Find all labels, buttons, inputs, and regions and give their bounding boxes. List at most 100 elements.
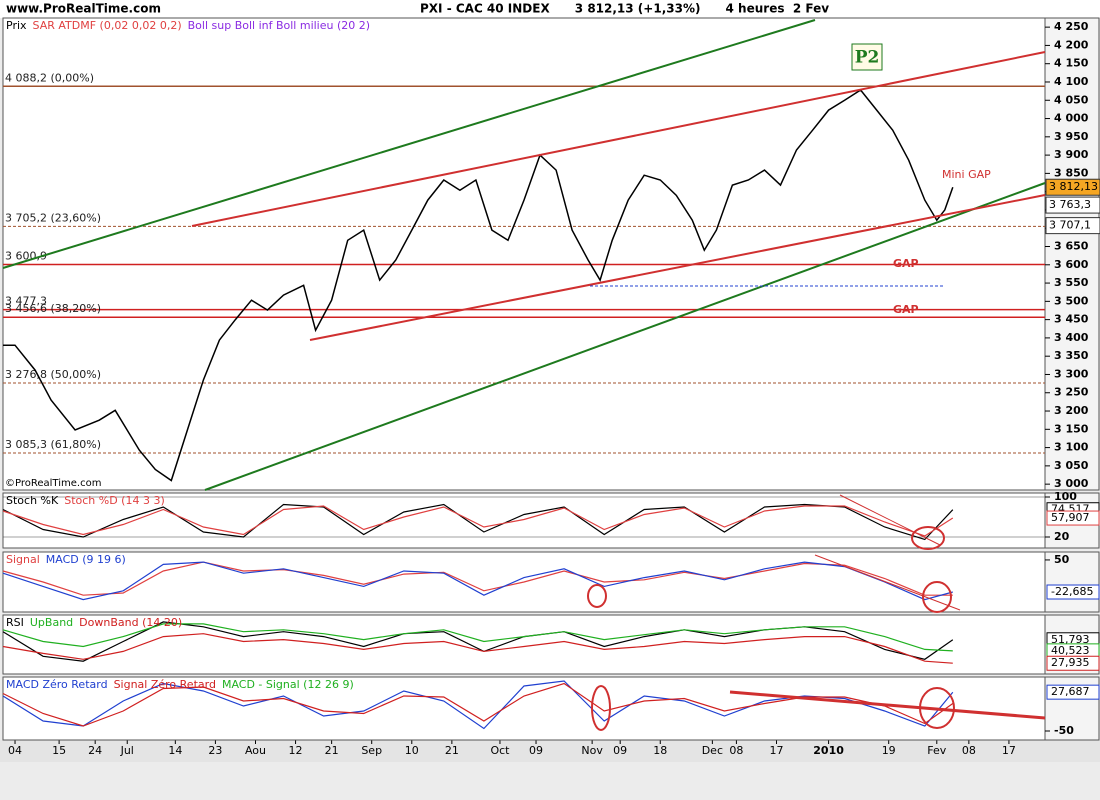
x-tick-label: 21 (325, 744, 339, 757)
trend-line (839, 494, 941, 546)
value-label: 40,523 (1051, 644, 1090, 657)
circle-mark (587, 584, 607, 608)
annotation-box (851, 43, 883, 71)
x-tick-label: 21 (445, 744, 459, 757)
x-tick-label: Nov (581, 744, 603, 757)
y-tick-label: 3 950 (1054, 130, 1089, 143)
header-bar (0, 0, 1100, 18)
price-label: 3 763,3 (1049, 198, 1091, 211)
y-tick-label: 4 100 (1054, 75, 1089, 88)
chart-title: PXI - CAC 40 INDEX 3 812,13 (+1,33%) 4 h… (420, 2, 829, 16)
legend-entry: SAR ATDMF (0,02 0,02 0,2) (33, 19, 182, 32)
y-tick-label: 4 000 (1054, 112, 1089, 125)
axis-area (1044, 17, 1100, 491)
trend-line (814, 554, 961, 611)
legend-entry: RSI (6, 616, 24, 629)
date-strip (0, 740, 1100, 762)
value-box (1046, 510, 1100, 526)
legend-entry: Signal (6, 553, 40, 566)
fib-label: 3 600,9 (5, 249, 47, 262)
fib-label: 4 088,2 (0,00%) (5, 71, 94, 84)
y-tick-label: 3 850 (1054, 166, 1089, 179)
legend-entry: Boll sup Boll inf Boll milieu (20 2) (188, 19, 370, 32)
series-line (2, 503, 954, 541)
x-tick-label: 09 (529, 744, 543, 757)
x-tick-label: Sep (361, 744, 382, 757)
fib-label: 3 477,3 (5, 295, 47, 308)
x-tick-label: 12 (289, 744, 303, 757)
circle-mark (922, 581, 952, 613)
price-label: 3 707,1 (1049, 219, 1091, 232)
x-tick-label: 17 (769, 744, 783, 757)
y-tick-label: 3 600 (1054, 258, 1089, 271)
x-tick-label: Dec (702, 744, 723, 757)
y-tick-label: -50 (1054, 724, 1074, 737)
annotation: GAP (893, 257, 919, 270)
series-line (2, 623, 953, 652)
x-tick-label: 08 (962, 744, 976, 757)
price-box (1045, 196, 1100, 214)
value-label: -22,685 (1051, 585, 1093, 598)
legend-entry: UpBand (30, 616, 73, 629)
x-tick-label: Aou (245, 744, 266, 757)
site-name: www.ProRealTime.com (6, 2, 161, 16)
fib-label: 3 276,8 (50,00%) (5, 368, 101, 381)
annotation: GAP (893, 303, 919, 316)
y-tick-label: 3 900 (1054, 148, 1089, 161)
x-tick-label: 2010 (813, 744, 844, 757)
y-tick-label: 4 050 (1054, 93, 1089, 106)
value-box (1046, 655, 1100, 671)
series-line (2, 561, 953, 601)
annotation: Mini GAP (942, 168, 991, 181)
trend-line (729, 690, 1046, 720)
legend-entry: MACD (9 19 6) (46, 553, 126, 566)
x-tick-label: 24 (88, 744, 102, 757)
y-tick-label: 3 550 (1054, 276, 1089, 289)
x-tick-label: 04 (8, 744, 22, 757)
y-tick-label: 3 150 (1054, 422, 1089, 435)
circle-mark (591, 685, 611, 731)
y-tick-label: 3 050 (1054, 459, 1089, 472)
legend-entry: Stoch %D (14 3 3) (64, 494, 165, 507)
x-tick-label: 09 (613, 744, 627, 757)
series-line (2, 680, 954, 730)
value-box (1046, 584, 1100, 600)
panel-frame (2, 17, 1046, 491)
y-tick-label: 3 350 (1054, 349, 1089, 362)
y-tick-label: 3 300 (1054, 367, 1089, 380)
legend-entry: MACD Zéro Retard (6, 678, 108, 691)
y-tick-label: 100 (1054, 490, 1077, 503)
value-label: 57,907 (1051, 511, 1090, 524)
legend-entry: DownBand (14 20) (79, 616, 182, 629)
y-tick-label: 3 000 (1054, 477, 1089, 490)
annotation: P2 (855, 48, 880, 68)
y-tick-label: 20 (1054, 530, 1070, 543)
y-tick-label: 3 100 (1054, 441, 1089, 454)
y-tick-label: 4 200 (1054, 38, 1089, 51)
axis-area (1044, 551, 1100, 613)
price-box (1045, 217, 1100, 235)
trend-lines (2, 19, 1046, 731)
x-tick-label: 17 (1002, 744, 1016, 757)
y-tick-label: 3 250 (1054, 386, 1089, 399)
y-tick-label: 3 650 (1054, 240, 1089, 253)
fib-label: 3 085,3 (61,80%) (5, 438, 101, 451)
x-tick-label: 08 (729, 744, 743, 757)
plots: 4 250 4 200 4 150 4 100 4 050 4 000 3 950 3 900… (2, 17, 1100, 757)
value-label: 27,687 (1051, 685, 1090, 698)
x-tick-label: 23 (208, 744, 222, 757)
price-box (1045, 178, 1100, 196)
series-line (2, 561, 953, 596)
x-tick-label: 14 (168, 744, 182, 757)
copyright: ©ProRealTime.com (5, 478, 101, 489)
y-tick-label: 50 (1054, 553, 1070, 566)
panel-frame (2, 614, 1046, 675)
y-tick-label: 3 450 (1054, 313, 1089, 326)
series-line (2, 505, 954, 537)
fib-label: 3 705,2 (23,60%) (5, 211, 101, 224)
x-tick-label: Fev (927, 744, 946, 757)
y-tick-label: 3 200 (1054, 404, 1089, 417)
y-tick-label: 4 250 (1054, 20, 1089, 33)
